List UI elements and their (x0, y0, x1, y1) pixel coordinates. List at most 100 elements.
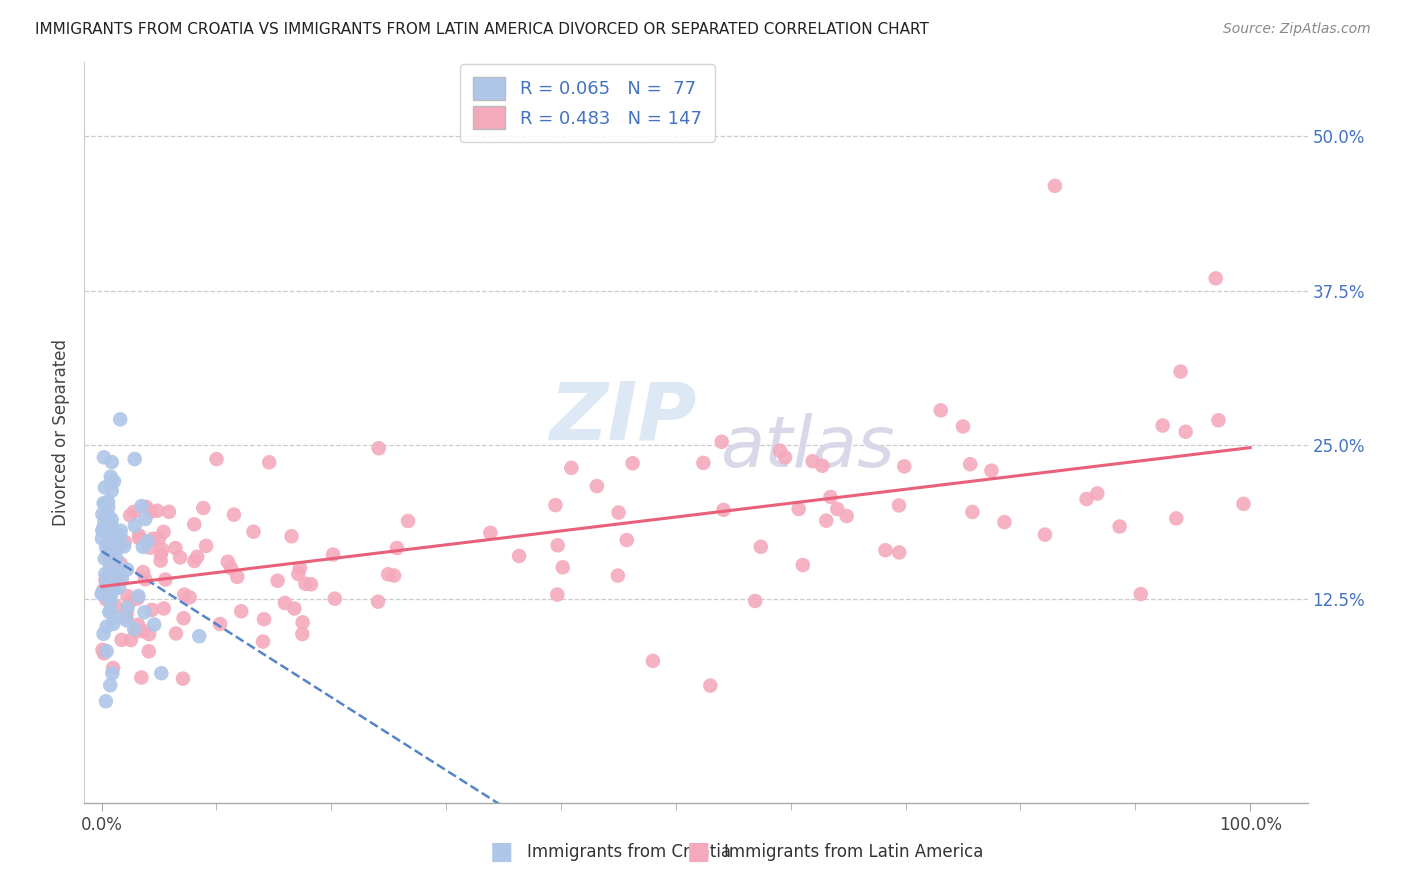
Point (274, 596, 297, 610)
Point (607, 506, 630, 520)
Point (98, 678, 121, 692)
Point (165, 541, 187, 555)
Point (93, 646, 115, 660)
Point (110, 557, 132, 571)
Point (713, 503, 735, 517)
Point (97, 550, 120, 565)
Point (98, 571, 121, 585)
Point (101, 666, 124, 681)
Point (641, 654, 664, 668)
Point (97, 534, 120, 549)
Point (100, 604, 122, 618)
Point (544, 498, 567, 512)
Point (993, 515, 1015, 529)
Point (253, 612, 276, 626)
Point (142, 532, 165, 546)
Point (616, 533, 638, 547)
Point (143, 617, 166, 632)
Point (97, 494, 120, 508)
Point (105, 611, 128, 625)
Point (98, 509, 121, 524)
Point (97, 518, 120, 533)
Point (97, 581, 120, 595)
Point (98, 534, 121, 549)
Point (124, 452, 146, 467)
Point (172, 672, 194, 686)
Point (551, 560, 574, 574)
Point (1166, 511, 1188, 525)
Point (96, 574, 118, 589)
Point (98, 560, 121, 574)
Point (186, 549, 208, 564)
Point (91, 584, 114, 599)
Legend: R = 0.065   N =  77, R = 0.483   N = 147: R = 0.065 N = 77, R = 0.483 N = 147 (460, 64, 714, 142)
Point (508, 549, 530, 563)
Point (115, 606, 138, 620)
Point (231, 604, 253, 618)
Point (1208, 413, 1230, 427)
Point (96, 644, 118, 658)
Point (100, 519, 122, 533)
Point (138, 644, 160, 658)
Point (100, 520, 122, 534)
Point (103, 616, 125, 631)
Point (103, 559, 125, 574)
Point (139, 541, 162, 555)
Point (94, 508, 117, 523)
Point (560, 461, 582, 475)
Point (323, 591, 346, 606)
Point (299, 577, 322, 591)
Point (100, 475, 122, 489)
Point (93, 627, 115, 641)
Point (893, 459, 915, 474)
Point (586, 479, 609, 493)
Point (110, 524, 132, 538)
Point (280, 529, 302, 543)
Point (91, 524, 114, 538)
Text: ■: ■ (489, 840, 513, 863)
Point (136, 534, 159, 549)
Point (165, 626, 187, 640)
Point (257, 455, 280, 469)
Point (155, 573, 177, 587)
Point (134, 572, 156, 586)
Point (1076, 491, 1098, 506)
Point (173, 588, 195, 602)
Point (124, 518, 146, 533)
Point (283, 601, 305, 615)
Point (1205, 271, 1227, 285)
Point (929, 403, 952, 417)
Point (294, 576, 316, 591)
Point (385, 541, 408, 555)
Point (980, 464, 1002, 478)
Point (152, 524, 174, 539)
Point (105, 535, 128, 549)
Point (132, 565, 155, 579)
Point (94, 573, 117, 587)
Point (115, 610, 138, 624)
Point (183, 554, 205, 568)
Point (134, 605, 156, 619)
Point (749, 540, 772, 554)
Point (744, 594, 766, 608)
Point (1033, 527, 1056, 541)
Point (94, 694, 117, 708)
Point (125, 624, 148, 639)
Point (287, 567, 309, 582)
Point (100, 534, 122, 549)
Point (150, 542, 173, 557)
Point (787, 502, 810, 516)
Point (377, 567, 399, 582)
Point (252, 634, 274, 648)
Point (547, 538, 569, 552)
Point (135, 500, 157, 514)
Point (952, 419, 974, 434)
Point (322, 548, 344, 562)
Point (1043, 178, 1066, 193)
Point (94, 551, 117, 566)
Point (139, 505, 162, 519)
Point (107, 572, 129, 586)
Point (105, 599, 128, 614)
Point (205, 452, 228, 467)
Point (152, 601, 174, 615)
